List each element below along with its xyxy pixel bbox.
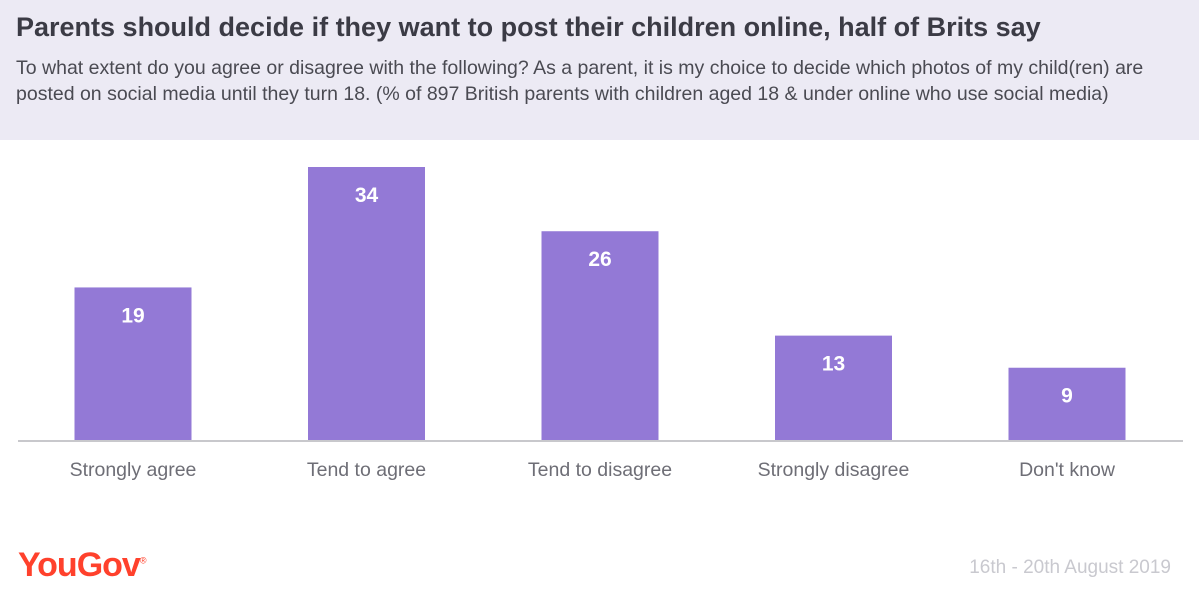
survey-date: 16th - 20th August 2019 — [969, 557, 1171, 578]
data-label: 19 — [121, 304, 144, 327]
bar — [308, 167, 425, 440]
chart-title: Parents should decide if they want to po… — [16, 12, 1041, 42]
bar — [74, 287, 192, 440]
data-label: 13 — [822, 353, 845, 376]
x-tick-label: Tend to disagree — [528, 459, 672, 481]
x-tick-label: Strongly disagree — [758, 459, 910, 481]
chart-header: Parents should decide if they want to po… — [0, 0, 1199, 140]
bar — [775, 335, 892, 440]
bar — [541, 231, 659, 440]
data-label: 26 — [588, 248, 611, 271]
x-tick-label: Don't know — [1019, 459, 1116, 481]
x-tick-label: Tend to agree — [307, 459, 426, 481]
bar-chart: 19 Strongly agree 34 Tend to agree 26 Tend to… — [18, 167, 1183, 481]
bar — [1008, 367, 1126, 440]
data-label: 34 — [355, 184, 379, 207]
chart-subtitle: To what extent do you agree or disagree … — [16, 57, 1144, 105]
x-tick-label: Strongly agree — [70, 459, 197, 481]
yougov-logo: YouGov® — [18, 546, 147, 584]
data-label: 9 — [1061, 385, 1073, 408]
